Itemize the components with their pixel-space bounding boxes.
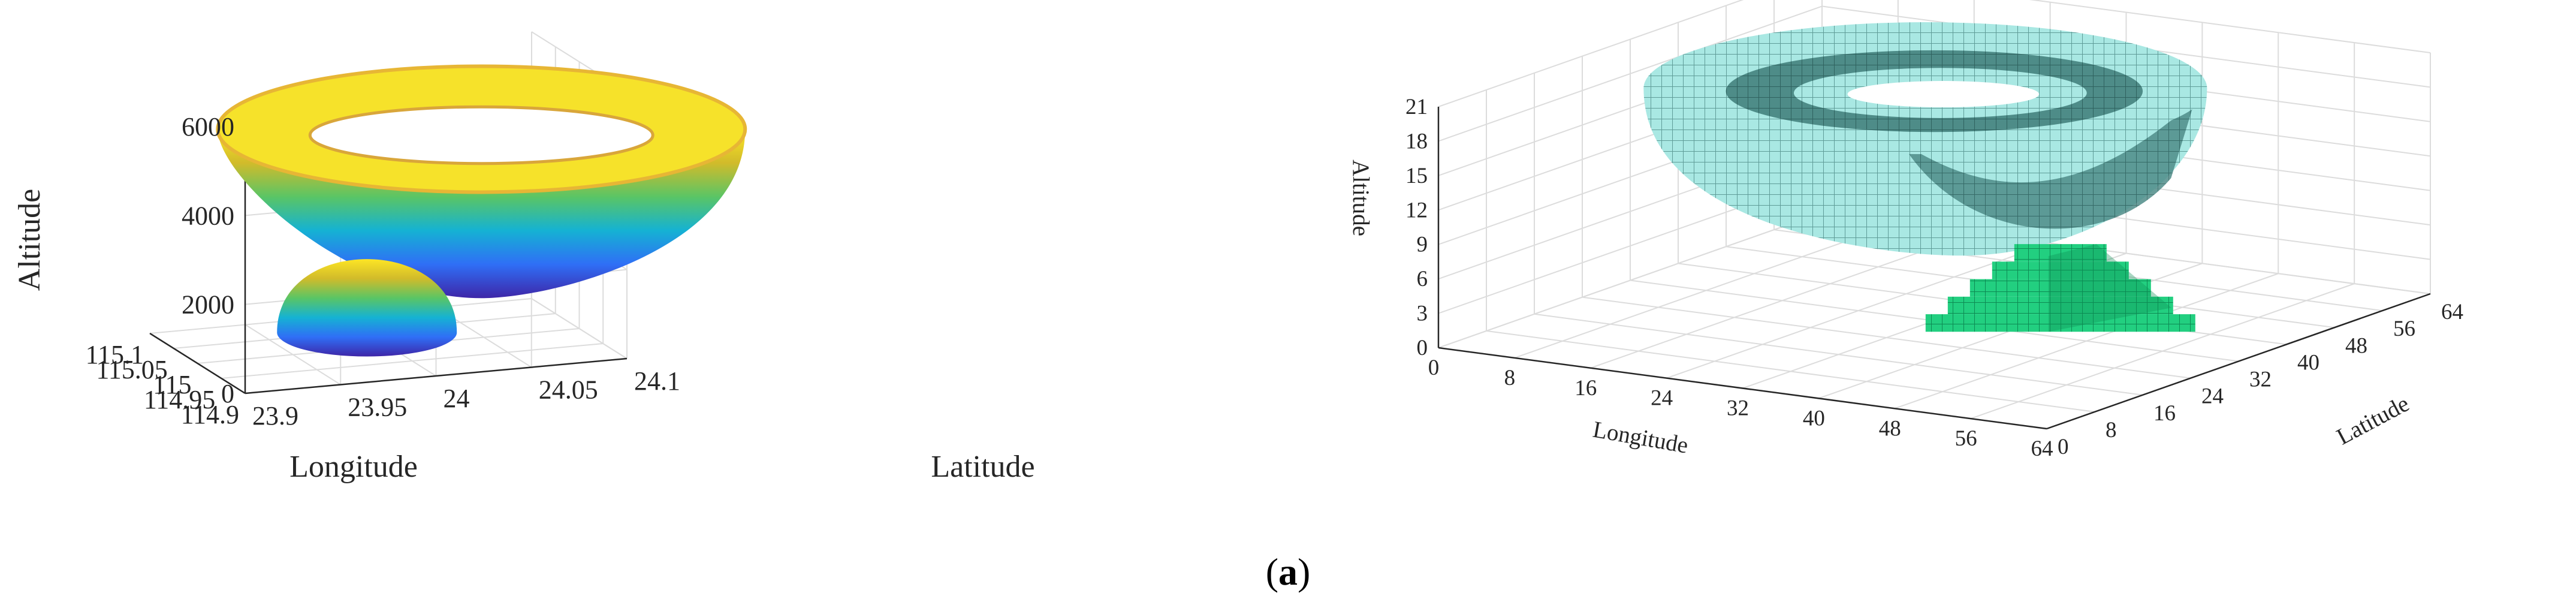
chart-2-z-tick-label: 9	[1417, 233, 1428, 257]
caption-close-paren: )	[1298, 550, 1310, 593]
chart-1-bowl-body	[218, 129, 746, 299]
caption-letter: a	[1278, 550, 1298, 593]
chart-1-dome	[277, 259, 457, 357]
chart-2-x-tick-label: 16	[1574, 376, 1597, 401]
chart-1-xlabel: Longitude	[289, 450, 418, 484]
chart-1-x-tick-label: 115	[153, 370, 191, 399]
chart-2-y-tick-label: 48	[2345, 333, 2367, 358]
chart-2-x-tick-label: 40	[1803, 406, 1825, 431]
chart-2-y-tick-label: 32	[2249, 368, 2272, 392]
chart-2-x-tick-label: 56	[1955, 426, 1977, 451]
chart-2-y-tick-label: 24	[2201, 384, 2224, 409]
chart-2-bowl-hole	[1847, 81, 2040, 108]
chart-2-gridline-y	[1582, 296, 2191, 379]
chart-2-axes	[1437, 107, 2431, 430]
chart-2-xlabel: Longitude	[1591, 417, 1690, 459]
chart-1-y-axis	[245, 357, 628, 395]
chart-2-y-tick-label: 64	[2441, 300, 2463, 324]
chart-2-z-tick-label: 3	[1417, 302, 1428, 326]
chart-2-y-axis	[2046, 293, 2431, 430]
chart-2-gridline-z	[1438, 212, 1823, 348]
chart-1-z-tick-label: 4000	[182, 201, 234, 230]
chart-1-x-axis	[149, 332, 246, 395]
chart-2-tick-labels: 0 8 16 24 32 40 48 56 64 081624324048566403691215…	[1405, 95, 2463, 461]
chart-2-dome-layer	[1992, 261, 2129, 279]
chart-1-y-tick-label: 24.1	[634, 366, 680, 396]
chart-1-y-tick-label: 24.05	[539, 375, 598, 405]
chart-2-shapes	[1643, 22, 2207, 332]
chart-1-gridline-z	[531, 298, 628, 359]
chart-1-z-tick-label: 0	[221, 379, 234, 408]
chart-1-z-tick-label: 2000	[182, 290, 234, 320]
chart-2-dome-layer	[1925, 314, 2195, 332]
chart-2-z-tick-label: 21	[1405, 95, 1428, 119]
chart-1-y-tick-label: 23.9	[252, 401, 298, 431]
figure-caption: (a)	[1266, 550, 1311, 593]
chart-2-gridline-z	[1438, 5, 1823, 142]
chart-2-z-tick-label: 18	[1405, 129, 1428, 153]
chart-1-gridline-y	[245, 324, 341, 386]
chart-2-dome-shadow	[2048, 244, 2171, 332]
caption-open-paren: (	[1266, 550, 1278, 593]
chart-1-shapes	[216, 64, 747, 357]
chart-2-dome-layer	[1969, 279, 2151, 297]
chart-2-x-tick-label: 48	[1879, 416, 1901, 441]
chart-2-z-tick-label: 12	[1405, 198, 1428, 222]
chart-2-z-tick-label: 0	[1417, 336, 1428, 360]
chart-2-x-tick-label: 64	[2031, 437, 2053, 461]
chart-2-gridline-z	[1438, 0, 1744, 107]
chart-1-ylabel: Latitude	[931, 450, 1034, 484]
chart-2-gridline-y	[1486, 330, 2095, 413]
chart-1-zlabel: Altitude	[13, 189, 47, 291]
chart-1-z-tick-label: 6000	[182, 112, 234, 142]
chart-2-x-tick-label: 8	[1504, 366, 1516, 390]
chart-2-voxel-model: 0 8 16 24 32 40 48 56 64 081624324048566403691215…	[1348, 0, 2463, 461]
chart-1-y-tick-label: 23.95	[348, 393, 407, 422]
chart-2-y-tick-label: 8	[2106, 418, 2117, 443]
chart-2-x-tick-label: 24	[1651, 386, 1673, 411]
chart-1-x-tick-label: 114.95	[144, 385, 215, 414]
chart-2-gridline-y	[1534, 313, 2143, 396]
chart-2-ylabel: Latitude	[2333, 390, 2414, 450]
chart-2-gridline-z	[2029, 0, 2431, 53]
chart-2-y-tick-label: 40	[2297, 350, 2319, 375]
chart-2-y-tick-label: 16	[2153, 401, 2176, 426]
chart-2-z-tick-label: 6	[1417, 267, 1428, 291]
chart-2-x-tick-label: 0	[1428, 356, 1440, 380]
chart-1-x-tick-label: 115.05	[96, 355, 167, 384]
chart-2-x-tick-label: 32	[1727, 396, 1749, 421]
chart-1-bowl-hole	[308, 105, 654, 165]
chart-2-dome-layer	[2014, 244, 2107, 262]
chart-2-y-tick-label: 0	[2058, 435, 2069, 459]
chart-1-x-tick-label: 114.9	[181, 400, 239, 429]
chart-2-zlabel: Altitude	[1348, 159, 1374, 236]
chart-2-x-axis	[1438, 347, 2047, 430]
chart-2-dome-layer	[1947, 296, 2173, 315]
chart-2-y-tick-label: 56	[2393, 317, 2415, 341]
chart-2-z-tick-label: 15	[1405, 164, 1428, 188]
chart-1-y-tick-label: 24	[444, 384, 470, 413]
chart-1-x-tick-label: 115.1	[86, 340, 144, 369]
chart-2-bowl-shadow	[1901, 100, 2195, 229]
